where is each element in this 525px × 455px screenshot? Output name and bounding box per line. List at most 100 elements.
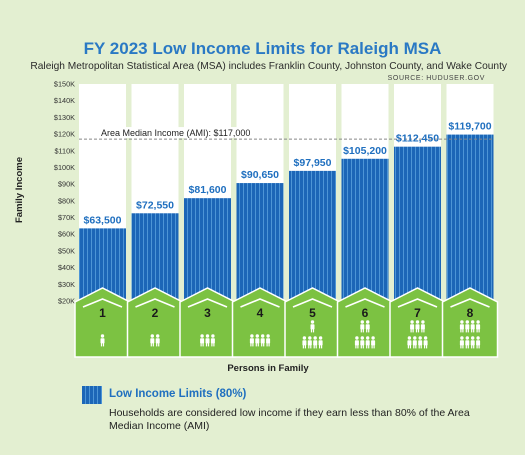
house-7: 7 <box>389 287 446 358</box>
person-icon <box>423 336 428 349</box>
house-3: 3 <box>179 287 236 358</box>
y-tick-label: $130K <box>54 113 75 122</box>
roof-line <box>82 298 123 308</box>
house-8: 8 <box>441 287 499 358</box>
legend-swatch <box>82 386 102 404</box>
y-tick-label: $90K <box>58 180 75 189</box>
person-icon <box>260 334 265 347</box>
person-icon <box>459 320 464 333</box>
category-label: 2 <box>152 306 159 320</box>
person-icon <box>150 334 155 347</box>
category-label: 3 <box>204 306 211 320</box>
y-tick-label: $150K <box>54 80 75 89</box>
bar-2 <box>131 213 179 301</box>
roof-line <box>187 298 228 308</box>
category-label: 5 <box>309 306 316 320</box>
bars <box>79 134 494 301</box>
house-1: 1 <box>74 287 131 358</box>
person-icon <box>200 334 205 347</box>
person-icon <box>310 320 315 333</box>
roof-line <box>345 298 385 308</box>
x-axis-label: Persons in Family <box>227 363 309 374</box>
bar-value-label: $97,950 <box>294 157 332 169</box>
bar-value-label: $72,550 <box>136 199 174 211</box>
ami-reference: Area Median Income (AMI): $117,000 <box>79 127 494 140</box>
house-6: 6 <box>336 287 394 358</box>
bar-value-label: $112,450 <box>396 133 439 145</box>
bar-4 <box>236 183 284 301</box>
house-5: 5 <box>284 287 341 358</box>
person-icon <box>360 320 365 333</box>
house-2: 2 <box>126 287 184 358</box>
legend-label: Low Income Limits (80%) <box>109 388 247 400</box>
person-icon <box>313 336 318 349</box>
bar-6 <box>341 158 389 301</box>
person-icon <box>470 320 475 333</box>
roof-line <box>135 298 175 308</box>
y-tick-label: $120K <box>54 130 75 139</box>
roof-line <box>450 298 490 308</box>
category-label: 6 <box>362 306 369 320</box>
person-icon <box>420 320 425 333</box>
roof-line <box>292 298 333 308</box>
bar-8 <box>446 134 494 301</box>
y-tick-label: $20K <box>58 297 75 306</box>
ami-reference-label: Area Median Income (AMI): $117,000 <box>101 128 250 138</box>
person-icon <box>365 320 370 333</box>
person-icon <box>412 336 417 349</box>
y-axis-label: Family Income <box>14 157 25 223</box>
bar-value-label: $119,700 <box>448 121 491 133</box>
person-icon <box>266 334 271 347</box>
y-tick-label: $140K <box>54 96 75 105</box>
person-icon <box>100 334 105 347</box>
person-icon <box>205 334 210 347</box>
y-tick-label: $80K <box>58 196 75 205</box>
person-icon <box>407 336 412 349</box>
y-tick-label: $70K <box>58 213 75 222</box>
bar-chart: $20K $30K $40K $50K $60K $70K $80K $90K $100K $11… <box>14 80 499 374</box>
person-icon <box>302 336 307 349</box>
category-label: 7 <box>414 306 421 320</box>
category-label: 4 <box>257 306 264 320</box>
person-icon <box>410 320 415 333</box>
person-icon <box>318 336 323 349</box>
person-icon <box>459 336 464 349</box>
person-icon <box>476 336 481 349</box>
person-icon <box>210 334 215 347</box>
person-icon <box>155 334 160 347</box>
person-icon <box>465 336 470 349</box>
legend-note: Households are considered low income if … <box>109 407 470 432</box>
bar-3 <box>184 198 231 301</box>
y-tick-label: $50K <box>58 246 75 255</box>
category-label: 8 <box>467 306 474 320</box>
y-axis: $20K $30K $40K $50K $60K $70K $80K $90K $100K $11… <box>54 80 75 306</box>
y-tick-label: $40K <box>58 263 75 272</box>
value-labels: $63,500 $72,550 $81,600 $90,650 $97,950 $105,… <box>84 121 492 227</box>
y-tick-label: $60K <box>58 230 75 239</box>
roof-line <box>240 298 280 308</box>
ami-label-background <box>97 127 271 139</box>
person-icon <box>255 334 260 347</box>
source-note: SOURCE: HUDUSER.GOV <box>387 75 485 82</box>
person-icon <box>365 336 370 349</box>
bar-value-label: $90,650 <box>241 169 279 181</box>
houses: 1 2 3 4 5 6 7 8 <box>74 287 499 358</box>
person-icon <box>307 336 312 349</box>
bar-value-label: $81,600 <box>189 184 227 196</box>
y-tick-label: $30K <box>58 280 75 289</box>
person-icon <box>360 336 365 349</box>
bar-value-label: $105,200 <box>343 145 387 157</box>
y-tick-label: $110K <box>54 146 75 155</box>
person-icon <box>476 320 481 333</box>
chart-subtitle: Raleigh Metropolitan Statistical Area (M… <box>30 61 507 72</box>
person-icon <box>415 320 420 333</box>
house-4: 4 <box>231 287 289 358</box>
bar-value-label: $63,500 <box>84 214 122 226</box>
person-icon <box>470 336 475 349</box>
bar-7 <box>394 146 441 301</box>
chart-title: FY 2023 Low Income Limits for Raleigh MS… <box>83 39 442 58</box>
bar-5 <box>289 170 336 301</box>
y-tick-label: $100K <box>54 163 75 172</box>
person-icon <box>249 334 254 347</box>
person-icon <box>354 336 359 349</box>
